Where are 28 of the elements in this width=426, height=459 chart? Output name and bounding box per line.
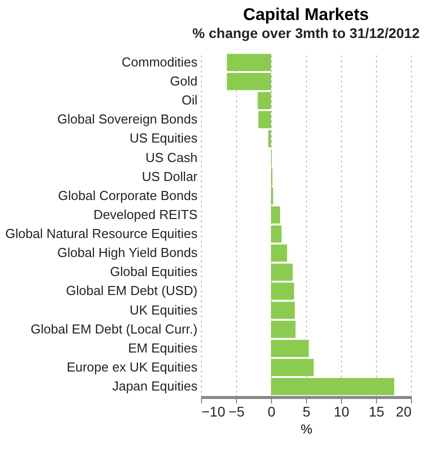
y-tick-label: US Cash [145, 150, 198, 165]
y-tick-label: Commodities [122, 54, 198, 70]
x-tick-label: 15 [368, 404, 384, 420]
x-axis-title: % [300, 422, 313, 436]
chart-title: Capital Markets [243, 5, 369, 24]
x-tick-label: −10 [202, 404, 226, 420]
x-tick-label: 20 [396, 404, 412, 420]
y-tick-label: US Dollar [142, 168, 198, 184]
y-tick-label: Oil [182, 92, 198, 108]
y-tick-label: Gold [170, 74, 198, 89]
x-tick-label: 0 [268, 404, 276, 420]
y-tick-label: Developed REITS [93, 206, 198, 222]
x-tick-label: 10 [334, 404, 350, 420]
y-tick-label: Europe ex UK Equities [66, 359, 198, 374]
y-tick-label: Global Sovereign Bonds [57, 112, 198, 127]
y-tick-label: US Equities [130, 130, 198, 146]
y-tick-label: Global Equities [110, 264, 198, 280]
y-tick-label: Global EM Debt (USD) [66, 283, 198, 298]
y-tick-label: Global Corporate Bonds [58, 188, 198, 203]
chart-subtitle: % change over 3mth to 31/12/2012 [192, 25, 420, 41]
y-tick-label: Global High Yield Bonds [57, 245, 198, 260]
y-tick-label: Global Natural Resource Equities [5, 226, 198, 242]
y-tick-label: UK Equities [130, 302, 198, 318]
y-tick-label: Japan Equities [112, 378, 198, 394]
y-tick-label: Global EM Debt (Local Curr.) [30, 321, 198, 336]
x-tick-label: −5 [228, 404, 245, 420]
x-tick-label: 5 [302, 404, 311, 420]
y-tick-label: EM Equities [128, 340, 198, 356]
